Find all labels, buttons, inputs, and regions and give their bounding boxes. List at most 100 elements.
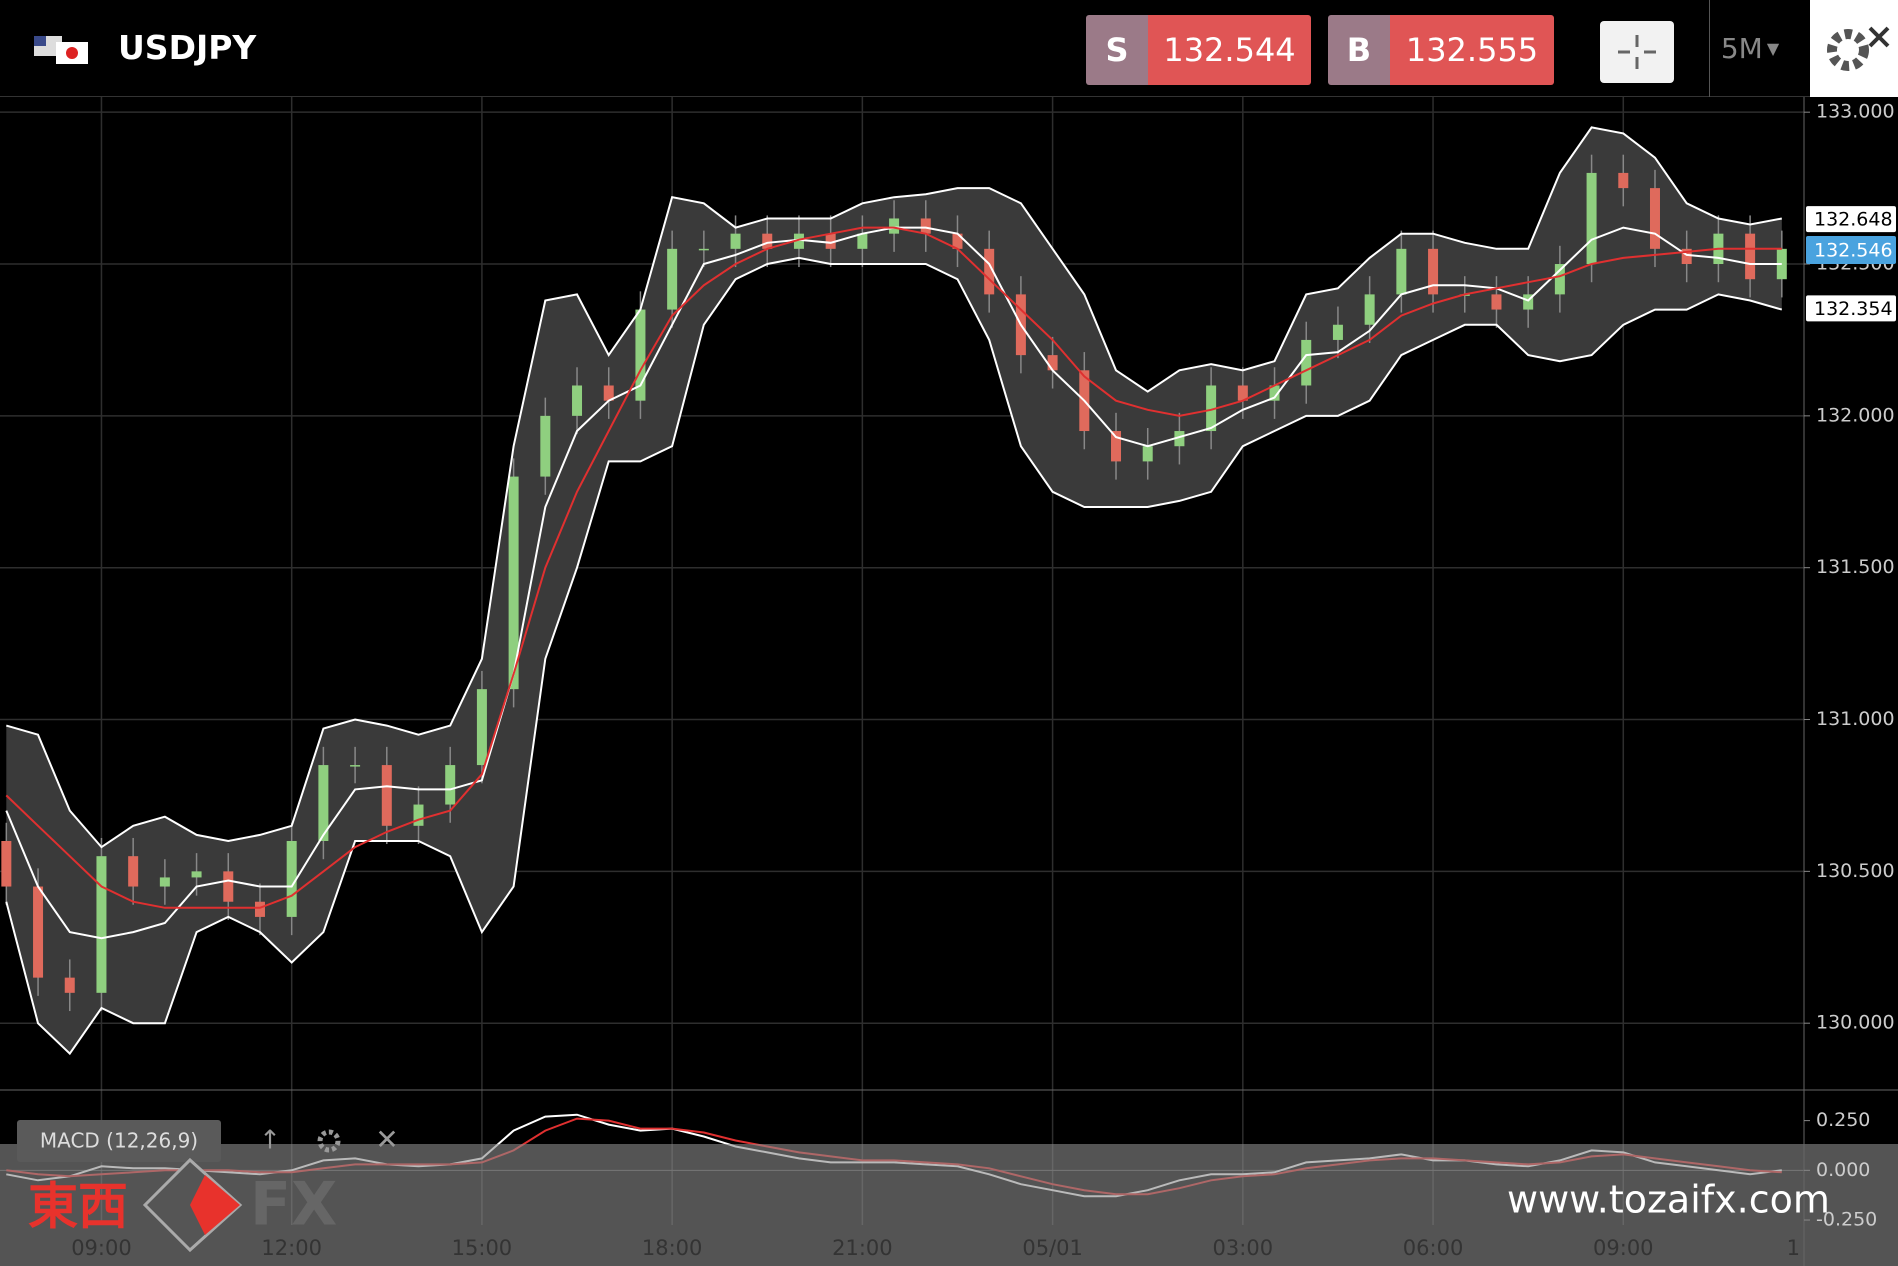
candle-body: [1586, 172, 1597, 265]
candle-body: [1047, 355, 1058, 371]
brand: 東西: [28, 1178, 128, 1236]
candle-body: [984, 248, 995, 295]
candle-body: [889, 218, 900, 234]
candle-body: [1269, 385, 1280, 401]
x-tick-label: 09:00: [1593, 1236, 1654, 1260]
candle-body: [1428, 248, 1439, 295]
candle-body: [33, 886, 44, 978]
candle-body: [1, 840, 12, 887]
y-tick-label: 133.000: [1816, 101, 1895, 123]
crosshair-button[interactable]: [1600, 21, 1674, 83]
y-tick-label: 131.500: [1816, 556, 1895, 578]
candle-body: [508, 476, 519, 690]
candle-body: [64, 977, 75, 993]
band-tag: 132.648: [1814, 209, 1893, 231]
candle-body: [1206, 385, 1217, 432]
timeframe-label: 5M: [1720, 32, 1763, 65]
symbol: USDJPY: [118, 28, 257, 67]
candle-body: [793, 233, 804, 249]
candle-body: [1554, 264, 1565, 295]
candle-body: [730, 233, 741, 249]
candle-body: [1332, 324, 1343, 340]
candle-body: [825, 233, 836, 249]
bollinger-band: [6, 127, 1782, 1054]
candle-body: [1745, 233, 1756, 280]
bottom-bar: [0, 1144, 1898, 1266]
candle-body: [920, 218, 931, 234]
brand-suffix: FX: [250, 1170, 337, 1240]
macd-y-tick-label: 0.250: [1816, 1109, 1870, 1131]
current-price: 132.546: [1814, 240, 1893, 262]
candle-body: [223, 871, 234, 902]
candle-body: [1618, 172, 1629, 189]
y-tick-label: 131.000: [1816, 708, 1895, 730]
candle-body: [318, 765, 329, 841]
arrow-icon[interactable]: ↑: [259, 1126, 281, 1156]
macd-pill[interactable]: [17, 1120, 221, 1162]
candle-body: [476, 689, 487, 766]
x-tick-label: 1: [1787, 1236, 1800, 1260]
x-tick-label: 05/01: [1022, 1236, 1083, 1260]
x-tick-label: 15:00: [452, 1236, 513, 1260]
header: USDJPY S 132.544 B 132.555 5M ▼: [0, 0, 1898, 97]
candle-body: [381, 765, 392, 826]
sell-button[interactable]: S 132.544: [1086, 15, 1311, 85]
indicator-line: [5, 256, 1783, 1056]
x-tick-label: 03:00: [1213, 1236, 1274, 1260]
logo-accent: [190, 1175, 240, 1235]
candle-body: [1174, 431, 1185, 447]
candle-body: [667, 248, 678, 310]
settings-button[interactable]: [1810, 0, 1898, 97]
indicator-line: [6, 126, 1782, 849]
candle-body: [413, 804, 424, 826]
x-tick-label: 18:00: [642, 1236, 703, 1260]
candle-body: [350, 765, 361, 767]
candle-body: [1681, 248, 1692, 265]
gear-icon[interactable]: [317, 1129, 341, 1153]
timeframe[interactable]: 5M ▼: [1709, 0, 1790, 97]
macd-y-tick-label: -0.250: [1816, 1209, 1877, 1231]
y-tick-label: 132.000: [1816, 404, 1895, 426]
candle-body: [762, 233, 773, 249]
sell-side: S: [1086, 15, 1148, 85]
candle-body: [445, 765, 456, 805]
sell-price: 132.544: [1148, 15, 1311, 85]
candle-body: [857, 233, 868, 249]
candle-body: [191, 871, 202, 878]
url: www.tozaifx.com: [1507, 1178, 1830, 1222]
x-tick-label: 06:00: [1403, 1236, 1464, 1260]
candle-body: [572, 385, 583, 416]
buy-side: B: [1328, 15, 1390, 85]
current-price-box: [1806, 236, 1896, 265]
indicator-line: [5, 226, 1782, 909]
band-tag: 132.354: [1814, 298, 1893, 320]
candle-body: [1237, 385, 1248, 401]
candle-body: [1776, 248, 1787, 280]
buy-button[interactable]: B 132.555: [1328, 15, 1554, 85]
candle-body: [159, 877, 170, 887]
macd-y-tick-label: 0.000: [1816, 1159, 1870, 1181]
macd-title: MACD (12,26,9): [40, 1129, 198, 1153]
candle-body: [1364, 294, 1375, 325]
y-tick-label: 130.000: [1816, 1012, 1895, 1034]
band-tag-box: [1806, 295, 1896, 322]
candle-body: [1301, 339, 1312, 386]
x-tick-label: 21:00: [832, 1236, 893, 1260]
candle-body: [698, 248, 709, 251]
candle-body: [1649, 188, 1660, 249]
candle-body: [603, 385, 614, 401]
candle-body: [540, 415, 551, 477]
close-icon[interactable]: ✕: [375, 1123, 398, 1156]
candle-body: [1523, 294, 1534, 310]
candle-body: [1491, 294, 1502, 310]
candle-body: [1396, 248, 1407, 295]
candle-body: [96, 856, 107, 993]
candle-body: [254, 901, 265, 917]
band-tag-box: [1806, 206, 1896, 233]
x-tick-label: 12:00: [261, 1236, 322, 1260]
candle-body: [635, 309, 646, 401]
candle-body: [1142, 446, 1153, 462]
flags: [34, 36, 88, 64]
